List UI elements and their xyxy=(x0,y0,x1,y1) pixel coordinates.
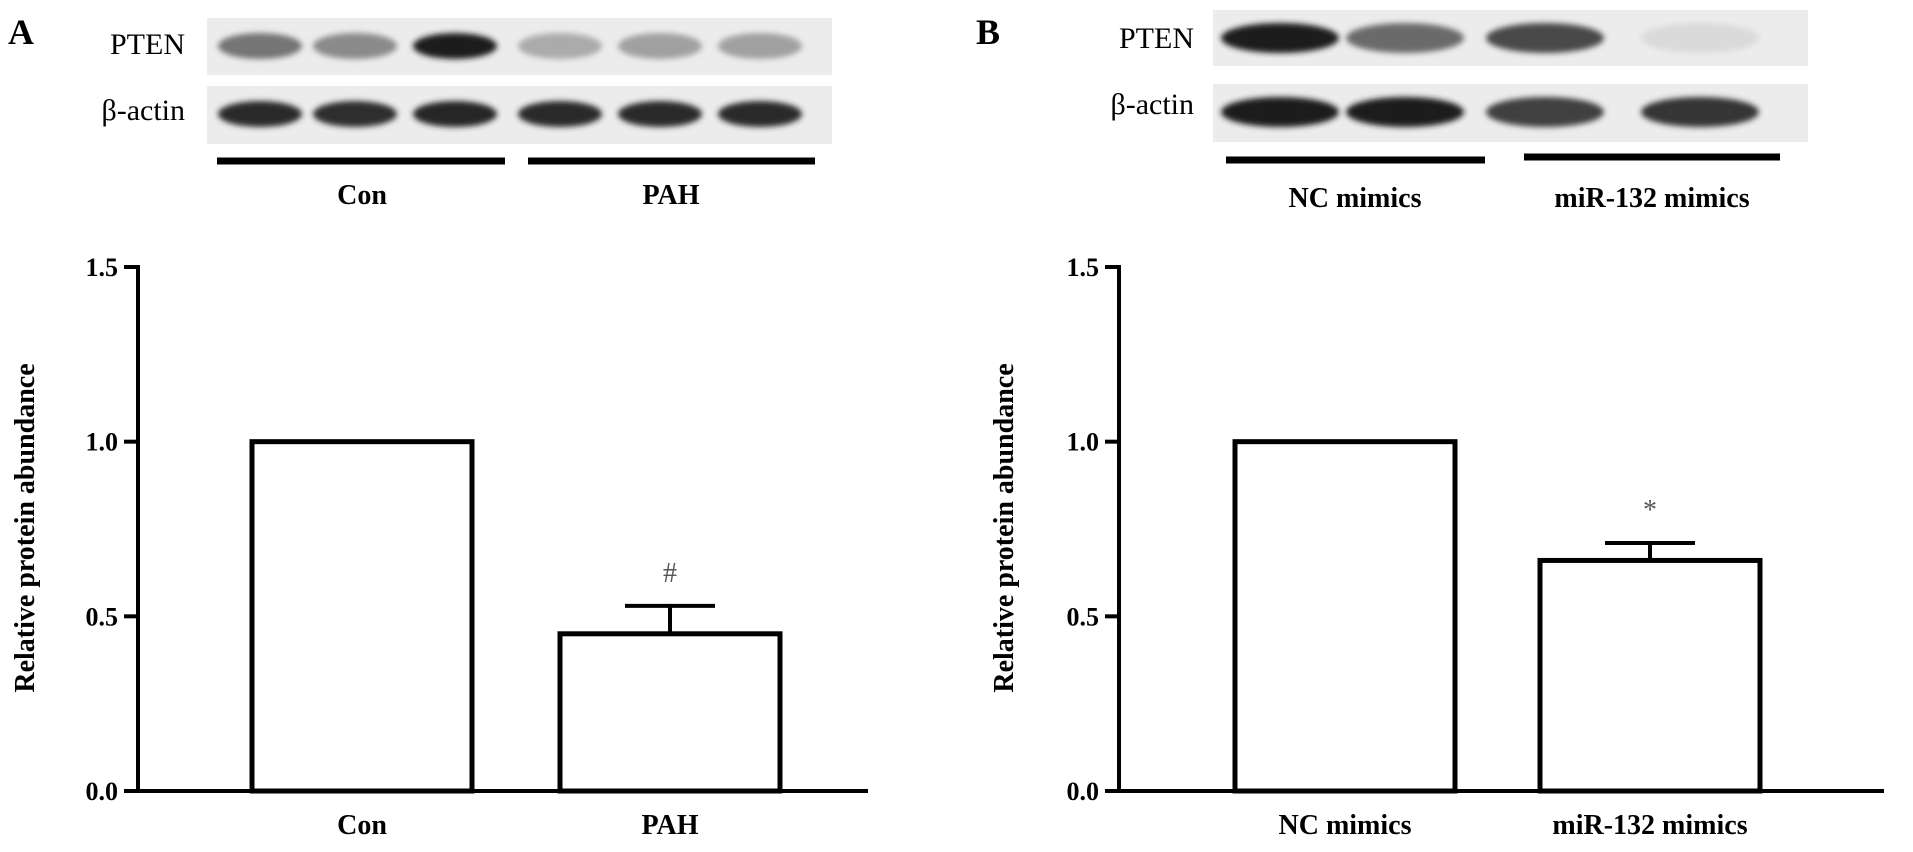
blot-a-group-label-con: Con xyxy=(337,180,387,211)
blot-b-band-row1-lane2 xyxy=(1486,97,1604,127)
blot-a-band-row0-lane0 xyxy=(218,33,302,59)
blot-a-row-label-pten: PTEN xyxy=(110,28,185,61)
panel-letter-a: A xyxy=(8,12,34,52)
chart-a-category-label-0: Con xyxy=(337,810,387,841)
panel-letter-b: B xyxy=(976,12,1000,52)
blot-a-band-row1-lane4 xyxy=(618,101,702,127)
blot-a-band-row1-lane5 xyxy=(718,101,802,127)
chart-a-ticks: 0.0 0.5 1.0 1.5 xyxy=(86,253,138,806)
blot-b-band-row0-lane3 xyxy=(1641,23,1759,53)
blot-a-band-row0-lane4 xyxy=(618,33,702,59)
blot-b-row-label-pten: PTEN xyxy=(1119,22,1194,55)
chart-a-ytick-label-1: 0.5 xyxy=(86,602,119,631)
blot-b-band-row0-lane0 xyxy=(1221,23,1339,53)
chart-b-ytick-label-3: 1.5 xyxy=(1067,253,1100,282)
blot-a-band-row0-lane2 xyxy=(413,33,497,59)
blot-b-band-row1-lane1 xyxy=(1346,97,1464,127)
blot-a-band-row1-lane3 xyxy=(518,101,602,127)
chart-b-significance-1: * xyxy=(1643,495,1657,526)
chart-b-bars: NC mimics * miR-132 mimics xyxy=(1232,439,1763,841)
chart-a-bar-0 xyxy=(249,439,475,794)
blot-a-bands xyxy=(218,33,802,127)
blot-b-group-label-mir: miR-132 mimics xyxy=(1554,183,1749,214)
blot-b-row-label-actin: β-actin xyxy=(1110,88,1194,121)
chart-a-ytick-label-3: 1.5 xyxy=(86,253,119,282)
blot-a-band-row0-lane3 xyxy=(518,33,602,59)
chart-b-category-label-1: miR-132 mimics xyxy=(1552,810,1747,841)
blot-b-band-row0-lane2 xyxy=(1486,23,1604,53)
blot-a-band-row1-lane0 xyxy=(218,101,302,127)
blot-b-band-row0-lane1 xyxy=(1346,23,1464,53)
chart-b-ytick-label-0: 0.0 xyxy=(1067,777,1100,806)
blot-a-band-row1-lane2 xyxy=(413,101,497,127)
chart-b: Relative protein abundance 0.00.51.01.5 … xyxy=(989,253,1884,841)
chart-a-significance-1: # xyxy=(663,558,677,589)
blot-a-band-row1-lane1 xyxy=(313,101,397,127)
chart-b-category-label-0: NC mimics xyxy=(1279,810,1412,841)
blot-a-group-label-pah: PAH xyxy=(642,180,699,211)
chart-b-ylabel: Relative protein abundance xyxy=(989,363,1020,692)
chart-b-bar-1 xyxy=(1537,557,1763,794)
blot-b-group-label-nc: NC mimics xyxy=(1289,183,1422,214)
blot-b-band-row1-lane3 xyxy=(1641,97,1759,127)
chart-a-bar-1 xyxy=(557,631,783,794)
chart-a: Relative protein abundance 0.00.51.01.5 … xyxy=(10,253,868,841)
chart-b-ytick-label-1: 0.5 xyxy=(1067,602,1100,631)
chart-b-ticks: 0.0 0.5 1.0 1.5 xyxy=(1067,253,1119,806)
chart-a-category-label-1: PAH xyxy=(641,810,698,841)
blot-a-row-label-actin: β-actin xyxy=(101,94,185,127)
chart-b-bar-0 xyxy=(1232,439,1458,794)
chart-a-ytick-label-0: 0.0 xyxy=(86,777,119,806)
blot-b-bands xyxy=(1221,23,1759,127)
blot-a-band-row0-lane1 xyxy=(313,33,397,59)
chart-a-ytick-label-2: 1.0 xyxy=(86,428,119,457)
chart-a-bars: Con # PAH xyxy=(249,439,783,841)
blot-b-band-row1-lane0 xyxy=(1221,97,1339,127)
blot-a-band-row0-lane5 xyxy=(718,33,802,59)
chart-a-ylabel: Relative protein abundance xyxy=(10,363,41,692)
chart-b-ytick-label-2: 1.0 xyxy=(1067,428,1100,457)
